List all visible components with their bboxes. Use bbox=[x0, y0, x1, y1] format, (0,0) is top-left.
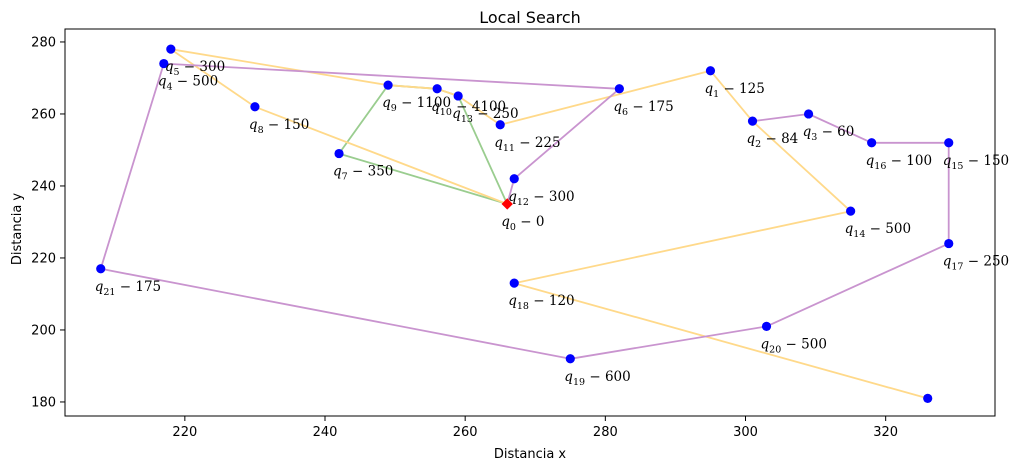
point-label: q1 − 125 bbox=[704, 81, 764, 100]
point-label: q21 − 175 bbox=[95, 279, 161, 298]
point-label: q16 − 100 bbox=[866, 153, 932, 172]
customer-point bbox=[565, 354, 575, 364]
chart-title: Local Search bbox=[479, 8, 581, 27]
point-label: q9 − 1100 bbox=[382, 95, 451, 114]
customer-point bbox=[747, 116, 758, 126]
x-axis-label: Distancia x bbox=[494, 447, 567, 462]
depot-point bbox=[501, 198, 513, 210]
y-tick-label: 260 bbox=[31, 107, 56, 122]
customer-point bbox=[614, 84, 624, 94]
customer-point bbox=[96, 264, 106, 274]
point-label: q15 − 150 bbox=[943, 153, 1009, 172]
point-label: q19 − 600 bbox=[564, 369, 630, 388]
route-orange bbox=[169, 48, 928, 400]
point-label: q13 − 250 bbox=[452, 106, 518, 125]
route-purple bbox=[99, 62, 950, 360]
y-axis-ticks: 180 200 220 240 260 280 bbox=[31, 35, 65, 410]
customer-point bbox=[453, 91, 463, 101]
point-label: q18 − 120 bbox=[508, 293, 574, 312]
axes-frame bbox=[64, 28, 996, 417]
customer-point bbox=[867, 138, 877, 148]
y-tick-label: 200 bbox=[31, 323, 56, 338]
x-tick-label: 220 bbox=[172, 425, 197, 440]
point-label: q4 − 500 bbox=[158, 74, 218, 93]
x-tick-label: 320 bbox=[873, 425, 898, 440]
customer-point bbox=[509, 174, 519, 184]
point-label: q11 − 225 bbox=[494, 135, 560, 154]
x-tick-label: 300 bbox=[733, 425, 758, 440]
customer-point bbox=[803, 109, 814, 119]
point-label: q8 − 150 bbox=[249, 117, 309, 136]
y-axis-label: Distancia y bbox=[10, 193, 25, 266]
y-tick-label: 220 bbox=[31, 251, 56, 266]
customer-point bbox=[166, 44, 176, 54]
x-tick-label: 260 bbox=[453, 425, 478, 440]
y-tick-label: 280 bbox=[31, 35, 56, 50]
x-tick-label: 280 bbox=[593, 425, 618, 440]
routes bbox=[99, 48, 950, 400]
x-axis-ticks: 220 240 260 280 300 320 bbox=[172, 416, 898, 440]
customer-point bbox=[761, 321, 772, 331]
customer-point bbox=[923, 393, 933, 403]
customer-point bbox=[944, 138, 954, 148]
point-label: q3 − 60 bbox=[803, 124, 855, 143]
point-label: q5 − 300 bbox=[165, 59, 225, 78]
customer-point bbox=[432, 84, 442, 94]
point-label: q17 − 250 bbox=[943, 254, 1009, 273]
y-tick-label: 180 bbox=[31, 395, 56, 410]
point-label: q6 − 175 bbox=[613, 99, 673, 118]
point-label: q10 − 4100 bbox=[431, 99, 506, 118]
customer-point bbox=[383, 80, 393, 90]
customer-point bbox=[495, 120, 505, 130]
customer-point bbox=[159, 58, 169, 69]
point-label: q2 − 84 bbox=[747, 131, 799, 150]
point-label: q7 − 350 bbox=[333, 164, 393, 183]
customer-point bbox=[944, 238, 954, 249]
customer-point bbox=[705, 66, 716, 76]
customer-point bbox=[250, 102, 260, 112]
point-label: q20 − 500 bbox=[761, 336, 827, 355]
customer-point bbox=[509, 278, 519, 288]
points bbox=[96, 44, 954, 403]
point-label: q14 − 500 bbox=[845, 221, 911, 240]
customer-point bbox=[846, 206, 856, 216]
x-tick-label: 240 bbox=[313, 425, 338, 440]
y-tick-label: 240 bbox=[31, 179, 56, 194]
customer-point bbox=[334, 148, 344, 159]
point-label: q12 − 300 bbox=[508, 189, 574, 208]
point-label: q0 − 0 bbox=[501, 214, 544, 233]
